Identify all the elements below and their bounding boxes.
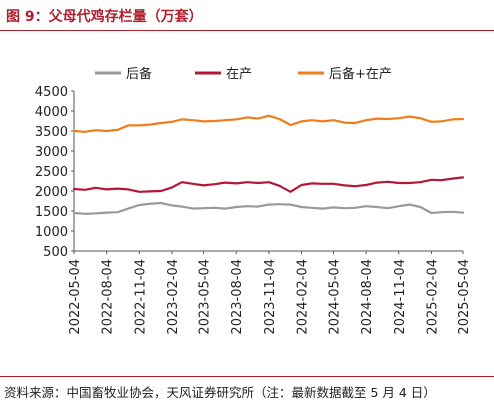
series-line-1 — [72, 201, 465, 215]
y-tick-label: 1000 — [35, 225, 68, 240]
legend-label: 后备 — [126, 66, 152, 82]
y-tick-label: 3000 — [35, 145, 68, 160]
series-line-2 — [72, 176, 465, 193]
x-tick-label: 2024-05-04 — [327, 259, 342, 335]
series-line-3 — [72, 114, 465, 133]
y-tick-label: 3500 — [35, 125, 68, 140]
footer-divider — [0, 376, 494, 377]
plot-area: 500 1000 1500 2000 2500 3000 3500 4000 4500 2022-… — [35, 85, 472, 335]
legend-label: 在产 — [226, 67, 252, 82]
source-note: 资料来源：中国畜牧业协会，天风证券研究所（注：最新数据截至 5 月 4 日） — [4, 385, 436, 400]
x-tick-label: 2025-05-04 — [457, 259, 472, 335]
title-divider — [0, 30, 494, 31]
x-tick-label: 2023-11-04 — [263, 259, 278, 335]
y-tick-label: 1500 — [35, 205, 68, 220]
x-tick-label: 2023-05-04 — [198, 259, 213, 335]
y-tick-label: 2500 — [35, 165, 68, 180]
x-tick-label: 2022-08-04 — [101, 259, 116, 335]
y-tick-label: 4000 — [35, 105, 68, 120]
legend-label: 后备+在产 — [329, 66, 392, 82]
x-tick-label: 2023-02-04 — [166, 259, 181, 335]
x-tick-label: 2024-02-04 — [296, 259, 311, 335]
x-tick-label: 2025-02-04 — [425, 259, 440, 335]
x-tick-label: 2024-11-04 — [393, 259, 408, 335]
y-tick-label: 4500 — [35, 85, 68, 100]
x-tick-label: 2022-11-04 — [133, 259, 148, 335]
y-tick-label: 500 — [43, 245, 68, 260]
y-tick-label: 2000 — [35, 185, 68, 200]
line-chart: 后备 在产 后备+在产 500 1000 1500 2000 2500 3000 3500 400… — [35, 66, 472, 335]
legend: 后备 在产 后备+在产 — [95, 66, 392, 82]
x-tick-label: 2023-08-04 — [230, 259, 245, 335]
x-tick-label: 2022-05-04 — [68, 259, 83, 335]
x-tick-label: 2024-08-04 — [360, 259, 375, 335]
figure-title: 图 9：父母代鸡存栏量（万套） — [6, 9, 203, 25]
